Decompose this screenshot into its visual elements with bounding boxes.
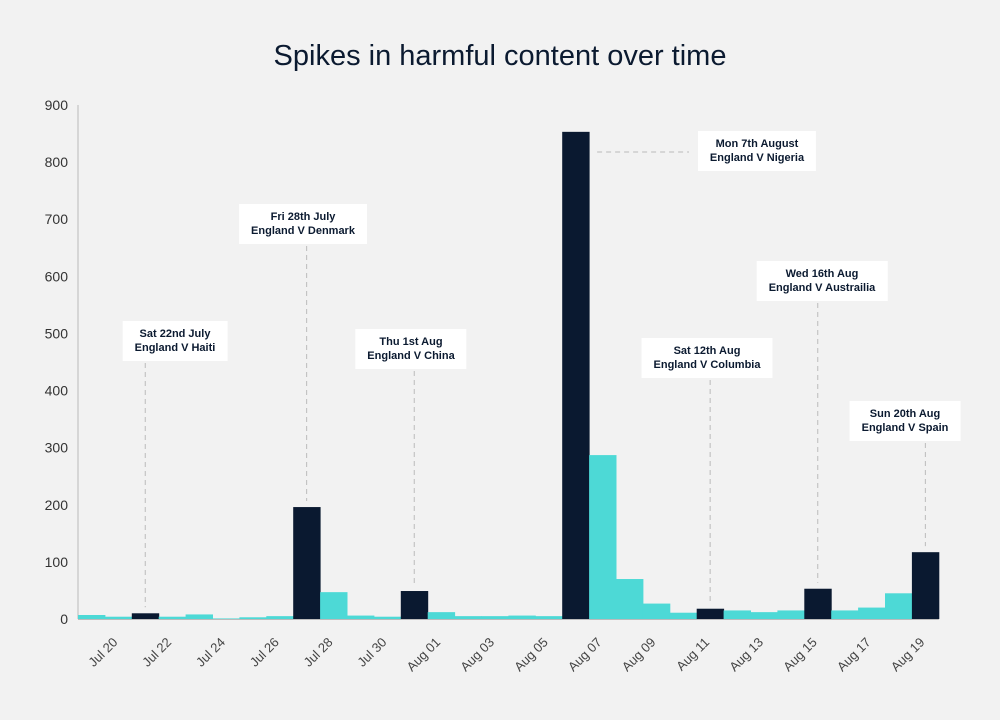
bar — [589, 455, 617, 619]
y-tick-label: 900 — [45, 97, 69, 113]
y-tick-label: 600 — [45, 268, 69, 284]
annotation-line1: Thu 1st Aug — [379, 336, 443, 348]
x-tick-label: Aug 17 — [834, 635, 874, 675]
annotation-box: Fri 28th July England V Denmark — [239, 204, 367, 244]
bar — [750, 612, 778, 619]
bar — [481, 616, 509, 619]
bar — [723, 610, 751, 619]
bar — [669, 612, 698, 619]
annotation-box: Mon 7th August England V Nigeria — [697, 131, 817, 171]
bar — [212, 618, 240, 619]
annotation-line2: England V Denmark — [251, 225, 355, 237]
chart-title: Spikes in harmful content over time — [273, 40, 727, 72]
bar — [158, 616, 187, 619]
x-tick-label: Aug 09 — [619, 635, 659, 675]
bar — [427, 612, 456, 619]
bar-highlight — [696, 608, 725, 619]
bar-highlight — [131, 613, 160, 619]
annotation-line2: England V Spain — [861, 422, 949, 434]
x-tick-label: Aug 05 — [511, 635, 551, 675]
annotation-box: Sat 12th Aug England V Columbia — [641, 338, 773, 378]
x-tick-label: Aug 15 — [780, 635, 820, 675]
bar — [320, 592, 348, 619]
x-tick-label: Jul 28 — [301, 635, 336, 670]
annotation-box: Sun 20th Aug England V Spain — [849, 401, 961, 441]
bar — [508, 615, 536, 619]
bar — [885, 593, 913, 619]
y-tick-label: 500 — [45, 325, 69, 341]
x-tick-label: Jul 24 — [193, 635, 228, 670]
y-tick-label: 300 — [45, 440, 69, 456]
annotation-line1: Sun 20th Aug — [869, 408, 941, 420]
x-tick-label: Jul 30 — [354, 635, 389, 670]
bar — [373, 616, 402, 619]
bar-highlight — [562, 131, 590, 619]
x-tick-label: Aug 19 — [888, 635, 928, 675]
bar — [535, 616, 563, 619]
annotation-box: Thu 1st Aug England V China — [355, 329, 467, 369]
annotation-box: Sat 22nd July England V Haiti — [122, 321, 228, 361]
annotation-line2: England V China — [367, 350, 455, 362]
bar — [454, 616, 482, 619]
y-tick-label: 400 — [45, 383, 69, 399]
annotation-line2: England V Nigeria — [709, 152, 805, 164]
annotation-line1: Wed 16th Aug — [785, 268, 859, 280]
bar — [104, 616, 133, 619]
annotation-line1: Sat 12th Aug — [673, 345, 741, 357]
x-tick-label: Aug 11 — [673, 635, 712, 674]
bar — [777, 610, 805, 619]
bar-highlight — [400, 591, 429, 619]
bar — [831, 610, 859, 619]
x-tick-label: Jul 20 — [85, 635, 120, 670]
bar — [858, 607, 886, 619]
x-tick-label: Aug 07 — [565, 635, 605, 675]
x-tick-label: Aug 13 — [726, 635, 766, 675]
bar — [78, 615, 106, 619]
annotation-line1: Mon 7th August — [715, 138, 799, 150]
bar — [185, 614, 213, 619]
annotation-box: Wed 16th Aug England V Austrailia — [756, 261, 888, 301]
annotation-line2: England V Haiti — [134, 342, 216, 354]
bar — [642, 603, 671, 619]
annotation-line1: Sat 22nd July — [139, 328, 211, 340]
bar — [616, 579, 644, 619]
bar — [266, 616, 294, 619]
annotation-line2: England V Columbia — [653, 359, 761, 371]
annotation-line2: England V Austrailia — [768, 282, 876, 294]
bar-highlight — [293, 507, 321, 619]
bar-highlight — [804, 588, 832, 619]
x-tick-label: Jul 22 — [139, 635, 174, 670]
y-tick-label: 100 — [45, 554, 69, 570]
annotation-line1: Fri 28th July — [270, 211, 336, 223]
y-tick-label: 700 — [45, 211, 69, 227]
y-tick-label: 800 — [45, 154, 69, 170]
x-tick-label: Aug 03 — [457, 635, 497, 675]
x-tick-label: Aug 01 — [404, 635, 444, 675]
y-tick-label: 200 — [45, 497, 69, 513]
x-tick-label: Jul 26 — [247, 635, 282, 670]
bar — [239, 617, 267, 619]
y-tick-label: 0 — [60, 611, 68, 627]
bar-highlight — [911, 552, 940, 619]
bar — [347, 615, 375, 619]
